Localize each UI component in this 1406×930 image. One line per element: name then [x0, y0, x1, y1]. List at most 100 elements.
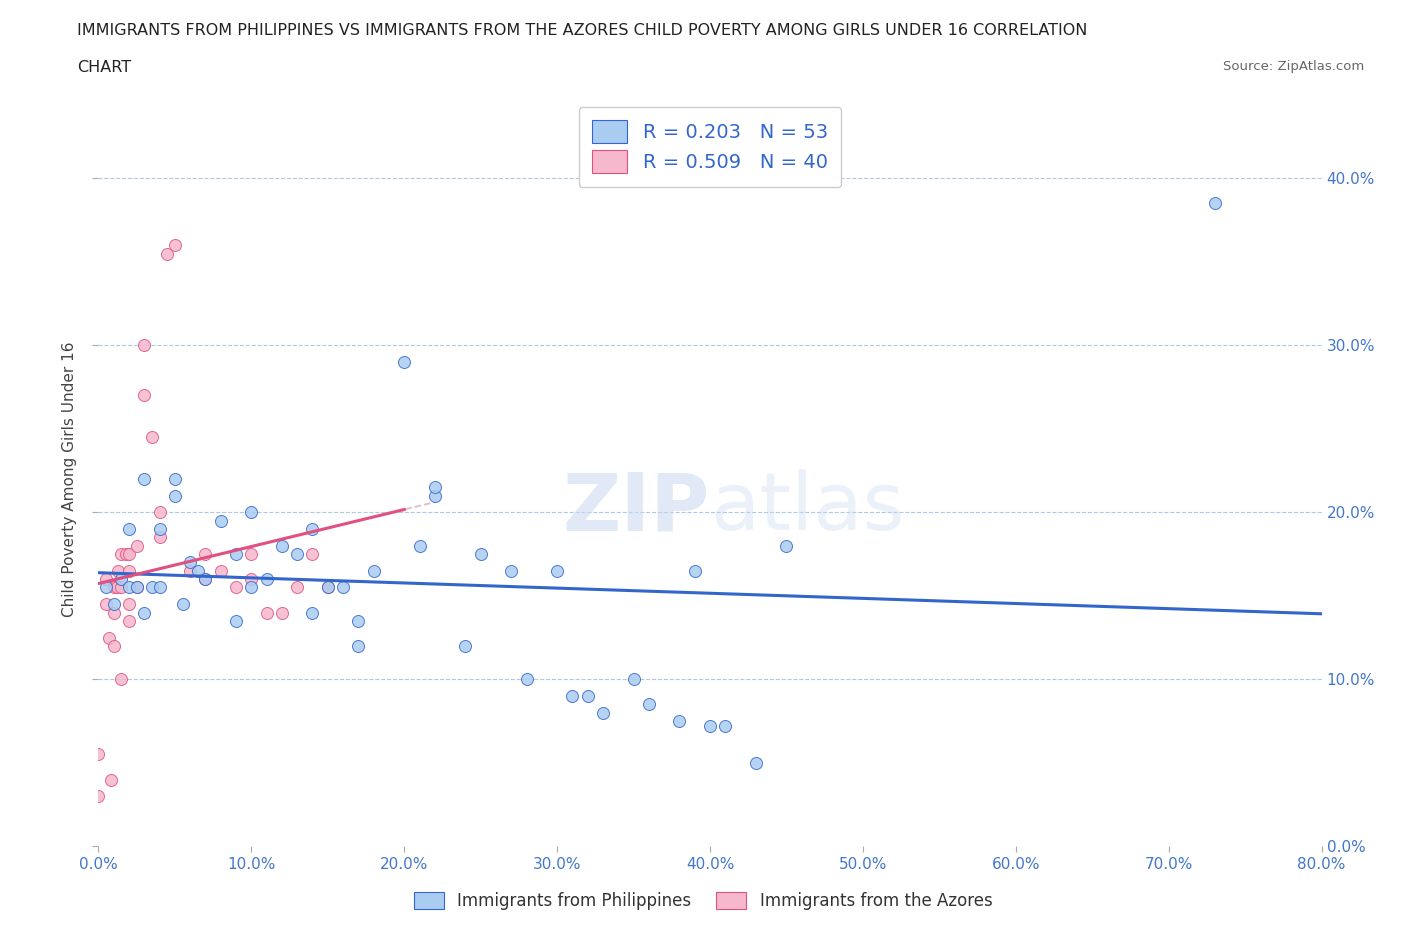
Point — [392, 354, 416, 369]
Point — [187, 564, 209, 578]
Point — [225, 580, 247, 595]
Point — [94, 597, 117, 612]
Point — [332, 580, 354, 595]
Text: ZIP: ZIP — [562, 470, 710, 548]
Point — [240, 572, 263, 587]
Point — [118, 564, 141, 578]
Point — [546, 564, 568, 578]
Point — [141, 430, 163, 445]
Point — [256, 605, 278, 620]
Point — [134, 338, 156, 352]
Point — [87, 789, 110, 804]
Point — [745, 755, 768, 770]
Point — [141, 580, 163, 595]
Point — [561, 688, 583, 703]
Point — [623, 671, 645, 686]
Point — [501, 564, 523, 578]
Point — [110, 572, 132, 587]
Point — [225, 614, 247, 629]
Point — [1204, 196, 1226, 211]
Point — [285, 580, 308, 595]
Point — [668, 713, 690, 728]
Point — [423, 480, 446, 495]
Point — [363, 564, 385, 578]
Legend: R = 0.203   N = 53, R = 0.509   N = 40: R = 0.203 N = 53, R = 0.509 N = 40 — [579, 107, 841, 187]
Point — [209, 513, 232, 528]
Point — [110, 671, 132, 686]
Point — [118, 522, 141, 537]
Point — [240, 580, 263, 595]
Point — [637, 697, 661, 711]
Point — [125, 580, 148, 595]
Point — [103, 639, 125, 654]
Point — [423, 488, 446, 503]
Point — [454, 639, 477, 654]
Y-axis label: Child Poverty Among Girls Under 16: Child Poverty Among Girls Under 16 — [62, 341, 77, 617]
Point — [149, 522, 172, 537]
Point — [699, 719, 721, 734]
Point — [347, 639, 370, 654]
Point — [179, 564, 201, 578]
Point — [163, 488, 186, 503]
Point — [179, 555, 201, 570]
Point — [470, 547, 492, 562]
Point — [125, 538, 148, 553]
Point — [163, 472, 186, 486]
Point — [98, 631, 121, 645]
Point — [149, 530, 172, 545]
Point — [683, 564, 706, 578]
Point — [107, 564, 129, 578]
Point — [134, 472, 156, 486]
Text: CHART: CHART — [77, 60, 131, 75]
Point — [301, 522, 323, 537]
Point — [225, 547, 247, 562]
Point — [194, 547, 217, 562]
Point — [103, 597, 125, 612]
Point — [163, 238, 186, 253]
Point — [118, 580, 141, 595]
Point — [94, 580, 117, 595]
Point — [775, 538, 797, 553]
Point — [156, 246, 179, 261]
Point — [516, 671, 538, 686]
Point — [149, 505, 172, 520]
Point — [347, 614, 370, 629]
Text: IMMIGRANTS FROM PHILIPPINES VS IMMIGRANTS FROM THE AZORES CHILD POVERTY AMONG GI: IMMIGRANTS FROM PHILIPPINES VS IMMIGRANT… — [77, 23, 1088, 38]
Point — [592, 705, 614, 720]
Point — [103, 580, 125, 595]
Point — [270, 538, 292, 553]
Point — [103, 605, 125, 620]
Point — [110, 547, 132, 562]
Point — [100, 772, 122, 787]
Point — [149, 580, 172, 595]
Point — [87, 747, 110, 762]
Point — [714, 719, 737, 734]
Point — [256, 572, 278, 587]
Point — [316, 580, 339, 595]
Point — [194, 572, 217, 587]
Point — [285, 547, 308, 562]
Legend: Immigrants from Philippines, Immigrants from the Azores: Immigrants from Philippines, Immigrants … — [408, 885, 998, 917]
Point — [240, 505, 263, 520]
Point — [105, 580, 128, 595]
Point — [110, 580, 132, 595]
Text: Source: ZipAtlas.com: Source: ZipAtlas.com — [1223, 60, 1364, 73]
Point — [118, 597, 141, 612]
Text: atlas: atlas — [710, 470, 904, 548]
Point — [301, 605, 323, 620]
Point — [134, 605, 156, 620]
Point — [118, 547, 141, 562]
Point — [270, 605, 292, 620]
Point — [134, 388, 156, 403]
Point — [576, 688, 599, 703]
Point — [115, 547, 138, 562]
Point — [408, 538, 430, 553]
Point — [240, 547, 263, 562]
Point — [125, 580, 148, 595]
Point — [194, 572, 217, 587]
Point — [209, 564, 232, 578]
Point — [301, 547, 323, 562]
Point — [316, 580, 339, 595]
Point — [172, 597, 194, 612]
Point — [118, 614, 141, 629]
